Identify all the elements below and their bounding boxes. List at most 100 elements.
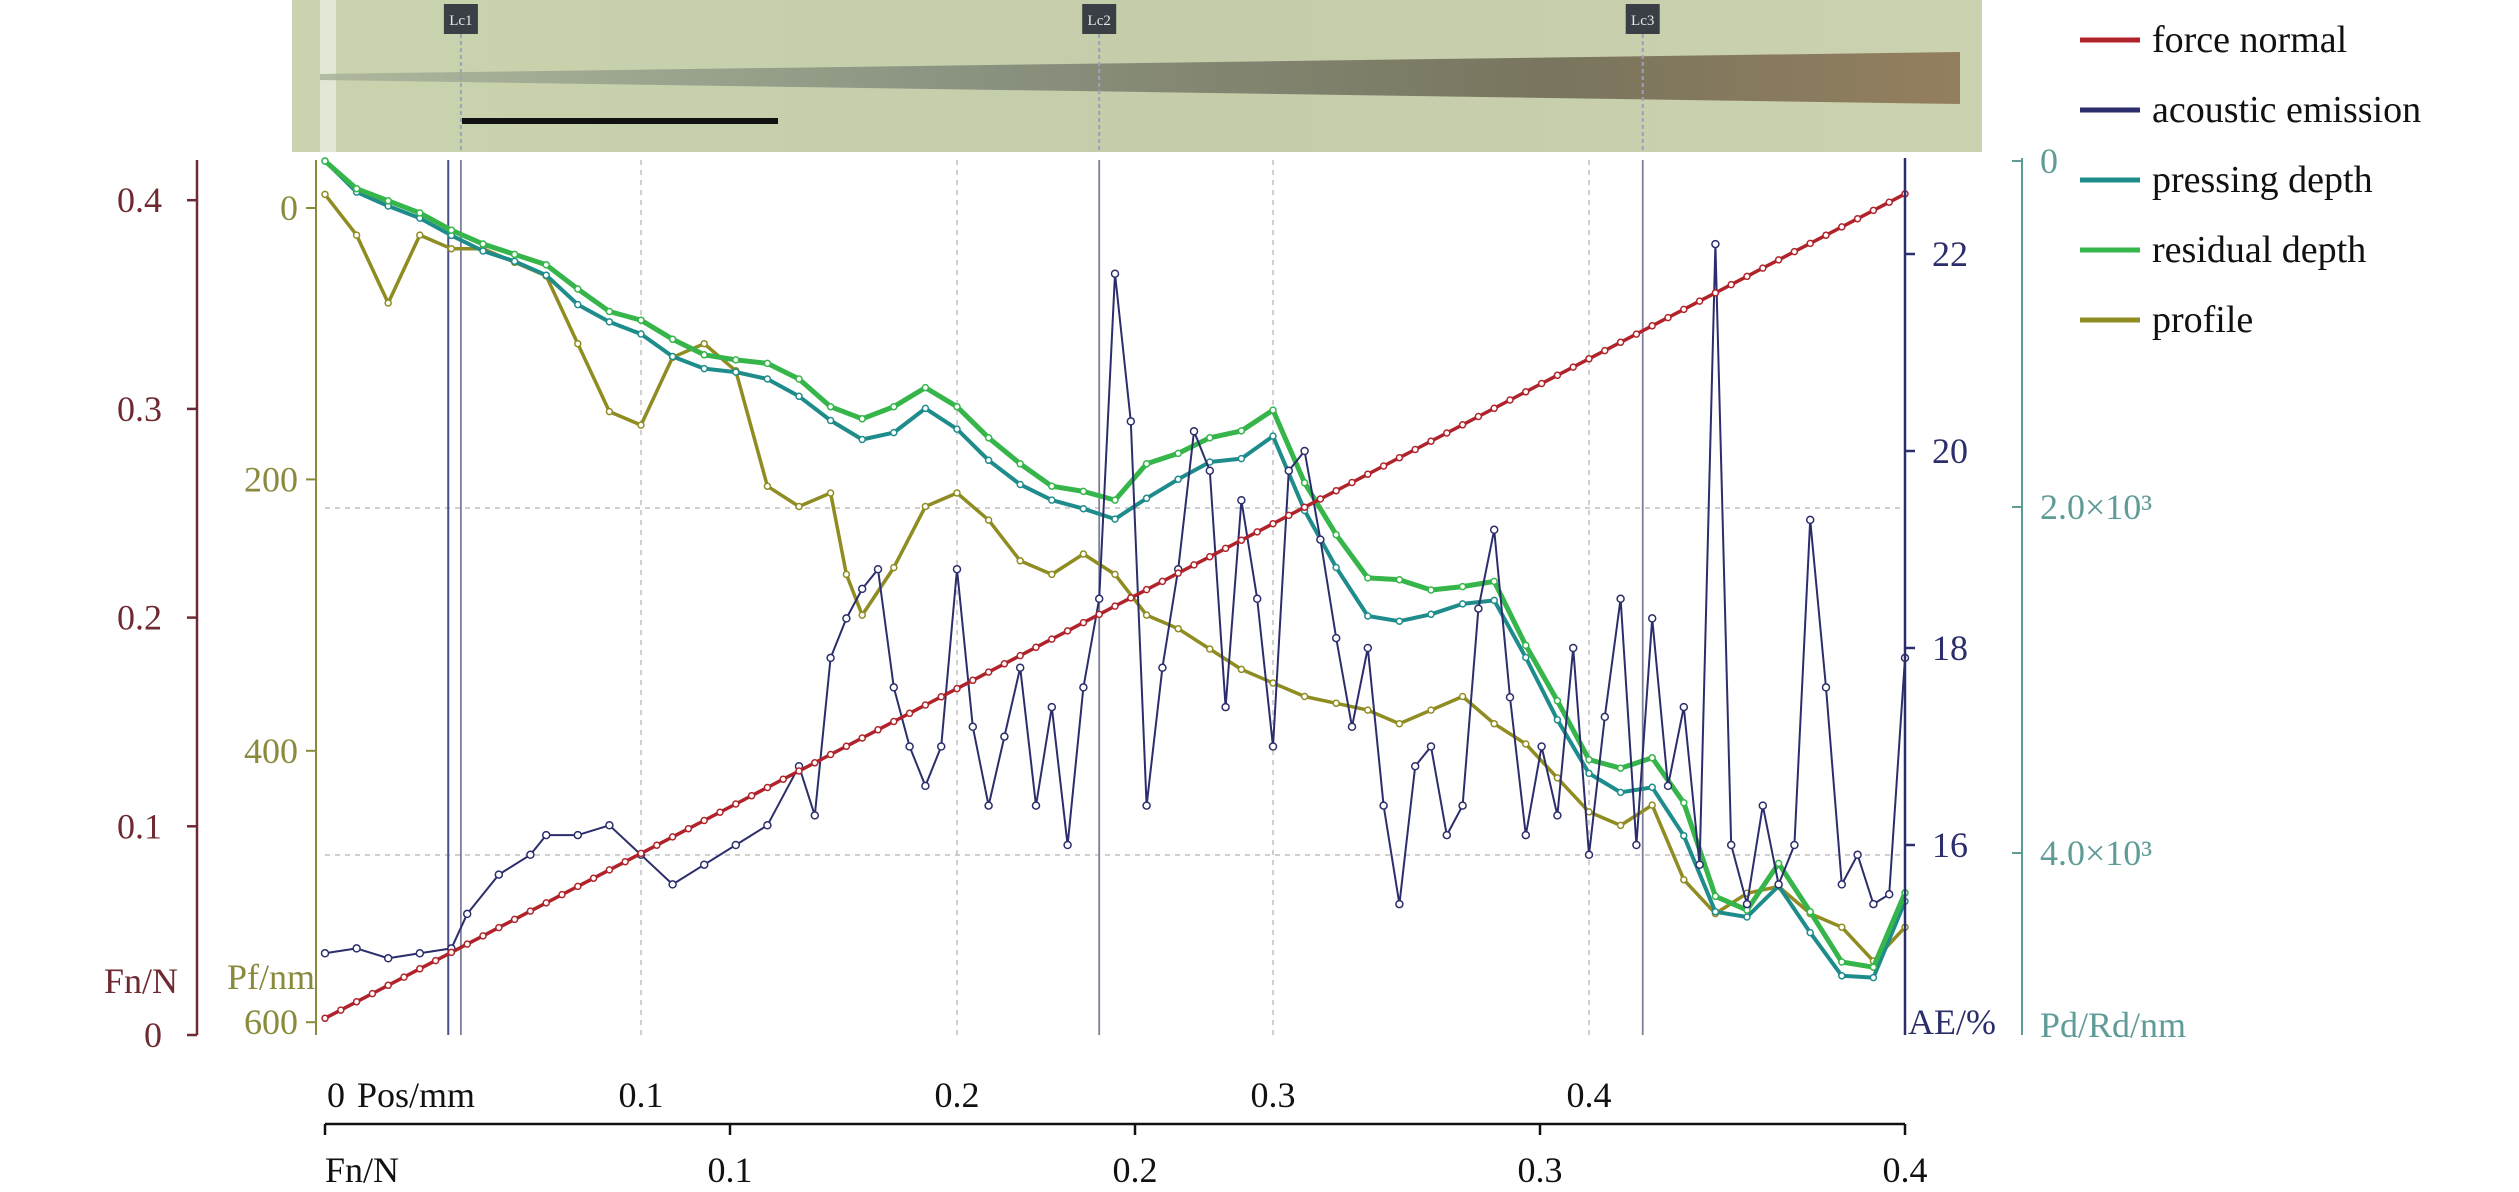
pos-axis: 0 0.1 0.2 0.3 0.4 Pos/mm (325, 1075, 1905, 1126)
data-point (1600, 712, 1610, 722)
data-point (1585, 808, 1593, 816)
data-point (1000, 660, 1009, 668)
data-point (605, 307, 614, 316)
data-point (526, 850, 535, 860)
data-point (1332, 530, 1340, 539)
data-point (763, 783, 772, 792)
data-point (321, 190, 329, 199)
data-point (873, 564, 883, 574)
data-point (684, 824, 693, 833)
data-point (1048, 570, 1056, 579)
data-point (953, 489, 961, 497)
data-point (352, 231, 361, 239)
data-point (1522, 641, 1530, 650)
data-point (826, 653, 835, 663)
data-point (1237, 427, 1246, 435)
data-point (637, 330, 645, 338)
data-point (1127, 594, 1135, 602)
data-point (352, 998, 361, 1006)
data-point (1759, 264, 1767, 272)
data-point (1458, 692, 1467, 701)
fn-bottom-tick-label: 0.4 (1883, 1150, 1928, 1190)
data-point (1679, 702, 1689, 712)
data-point (905, 742, 914, 751)
data-point (1837, 880, 1847, 889)
data-point (1648, 783, 1656, 792)
data-point (416, 965, 424, 973)
fn-bottom-axis: 0.1 0.2 0.3 0.4 Fn/N (323, 1124, 1928, 1190)
data-point (700, 339, 708, 348)
data-point (921, 701, 930, 709)
data-point (1316, 495, 1325, 503)
data-point (700, 364, 708, 373)
data-point (1805, 515, 1815, 525)
data-point (1142, 801, 1151, 810)
micrograph-marker-Lc1: Lc1 (449, 13, 472, 29)
data-point (384, 197, 392, 205)
data-point (1726, 840, 1736, 850)
data-point (1031, 801, 1041, 810)
data-point (1300, 692, 1309, 701)
data-point (1585, 755, 1593, 764)
data-point (763, 482, 772, 490)
data-point (605, 821, 614, 830)
data-point (952, 564, 962, 574)
data-point (1853, 850, 1862, 860)
data-point (1332, 486, 1340, 495)
data-point (1648, 322, 1656, 330)
data-point (1094, 594, 1104, 604)
ae-axis: 22 20 18 16 AE/% (1903, 158, 1996, 1042)
data-point (1869, 899, 1878, 909)
data-point (1790, 840, 1799, 850)
data-point (416, 209, 424, 217)
data-point (716, 808, 724, 816)
data-point (984, 434, 993, 442)
data-point (1237, 665, 1246, 674)
data-point (984, 668, 993, 676)
data-point (732, 368, 740, 376)
data-point (1663, 781, 1673, 791)
data-point (1648, 754, 1656, 762)
data-point (1632, 330, 1641, 338)
data-point (779, 775, 787, 783)
data-point (1063, 840, 1072, 850)
legend-label-pressing-depth: pressing depth (2152, 159, 2373, 201)
data-point (1300, 503, 1309, 511)
data-point (1426, 742, 1436, 751)
data-point (526, 907, 535, 915)
data-point (1458, 600, 1467, 608)
data-point (1395, 899, 1404, 909)
data-point (858, 435, 866, 444)
data-point (1158, 663, 1167, 672)
data-point (1474, 604, 1483, 613)
data-point (795, 375, 803, 383)
data-point (890, 563, 898, 572)
data-point (874, 726, 882, 734)
data-point (1506, 396, 1514, 404)
data-point (810, 811, 820, 820)
data-point (1774, 859, 1783, 868)
micrograph-marker-box (1082, 4, 1117, 34)
data-point (1869, 973, 1878, 982)
data-point (1347, 722, 1357, 732)
data-point (1158, 577, 1167, 586)
data-point (857, 584, 867, 594)
data-point (1252, 594, 1262, 604)
data-point (574, 339, 582, 348)
pf-tick-label: 0 (280, 188, 298, 228)
pos-tick-label: 0.1 (619, 1075, 664, 1115)
data-point (1838, 223, 1846, 231)
pos-tick-label: 0.4 (1567, 1075, 1612, 1115)
data-point (1206, 645, 1214, 653)
data-point (1395, 575, 1404, 584)
data-point (320, 949, 330, 958)
data-point (541, 830, 551, 840)
series-pressing-depth (321, 157, 1909, 982)
data-point (447, 948, 456, 957)
data-point (890, 428, 898, 437)
data-point (1174, 569, 1182, 577)
data-point (1410, 761, 1420, 771)
legend-label-profile: profile (2152, 299, 2253, 341)
data-point (1727, 280, 1735, 289)
data-point (1016, 460, 1024, 468)
